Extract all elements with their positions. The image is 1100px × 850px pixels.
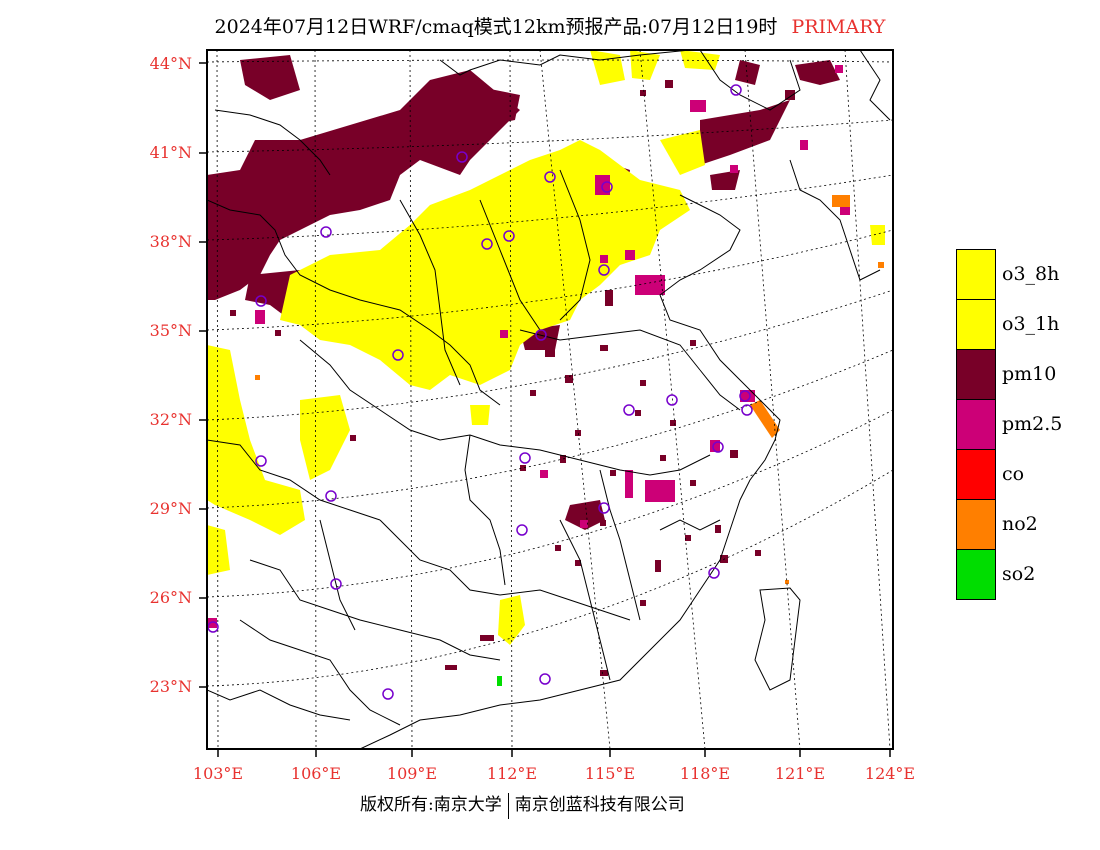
pm10-specks [230,80,795,676]
legend-swatch [956,449,996,500]
legend-label: o3_1h [1002,313,1060,335]
copyright-owner: 版权所有:南京大学 [360,795,502,815]
map-frame [206,49,894,750]
lon-label: 112°E [486,764,538,783]
lon-label: 118°E [679,764,731,783]
legend-swatch [956,249,996,300]
lat-label: 41°N [149,143,192,162]
o3-regions [207,50,885,645]
lat-label: 29°N [149,499,192,518]
footer-divider [507,792,509,819]
legend-label: pm2.5 [1002,413,1063,435]
lon-label: 106°E [290,764,342,783]
so2-specks [497,676,502,686]
legend-label: co [1002,463,1025,485]
legend-label: o3_8h [1002,263,1060,285]
legend-swatch [956,299,996,350]
lat-label: 26°N [149,588,192,607]
lat-label: 32°N [149,410,192,429]
lat-label: 38°N [149,232,192,251]
boundaries [207,50,891,749]
axis-ticks [199,62,891,757]
legend-label: so2 [1002,563,1036,585]
no2-specks [255,195,884,584]
legend-label: no2 [1002,513,1038,535]
lon-label: 103°E [192,764,244,783]
legend-swatch [956,349,996,400]
title-text: 2024年07月12日WRF/cmaq模式12km预报产品:07月12日19时 [214,16,778,38]
map-title: 2024年07月12日WRF/cmaq模式12km预报产品:07月12日19时 P… [0,12,1100,39]
legend-swatch [956,399,996,450]
lat-label: 23°N [149,677,192,696]
primary-tag: PRIMARY [791,16,886,38]
copyright-company: 南京创蓝科技有限公司 [514,795,685,815]
lat-label: 44°N [149,54,192,73]
lon-label: 115°E [584,764,636,783]
lat-label: 35°N [149,321,192,340]
lon-label: 109°E [386,764,438,783]
legend-swatch [956,549,996,600]
legend-swatch [956,499,996,550]
station-markers [207,84,753,700]
copyright-footer: 版权所有:南京大学 南京创蓝科技有限公司 [360,790,685,819]
lon-label: 124°E [864,764,916,783]
lon-label: 121°E [774,764,826,783]
legend-label: pm10 [1002,363,1057,385]
